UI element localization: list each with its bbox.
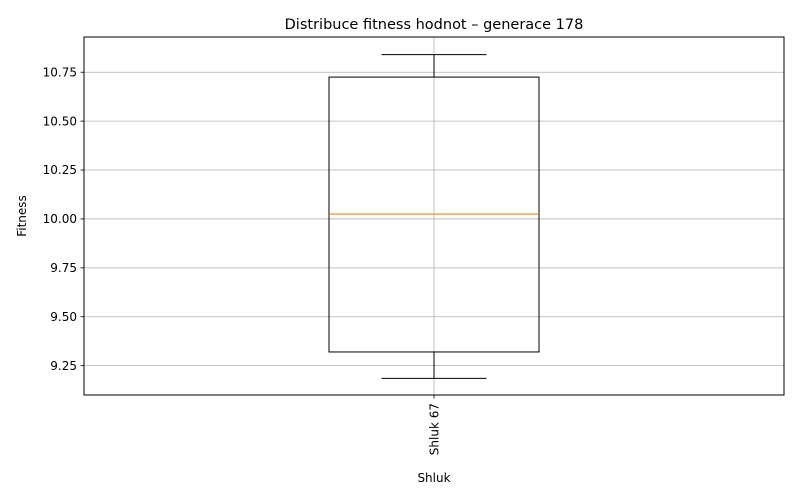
y-tick-label: 10.50 — [43, 114, 77, 128]
y-tick-label: 9.75 — [50, 261, 77, 275]
x-axis-label: Shluk — [417, 471, 450, 485]
box-shluk-67 — [328, 54, 540, 379]
grid-lines — [84, 37, 784, 395]
y-tick-label: 10.25 — [43, 163, 77, 177]
y-axis-ticks: 9.25 9.50 9.75 10.00 10.25 10.50 10.75 — [43, 65, 84, 373]
y-tick-label: 10.00 — [43, 212, 77, 226]
y-tick-label: 9.50 — [50, 310, 77, 324]
x-tick-label: Shluk 67 — [427, 403, 441, 455]
x-axis-ticks: Shluk 67 — [427, 395, 441, 455]
y-axis-label: Fitness — [15, 195, 29, 237]
y-tick-label: 9.25 — [50, 359, 77, 373]
chart-title: Distribuce fitness hodnot – generace 178 — [285, 17, 584, 33]
box-series — [328, 54, 540, 379]
y-tick-label: 10.75 — [43, 65, 77, 79]
